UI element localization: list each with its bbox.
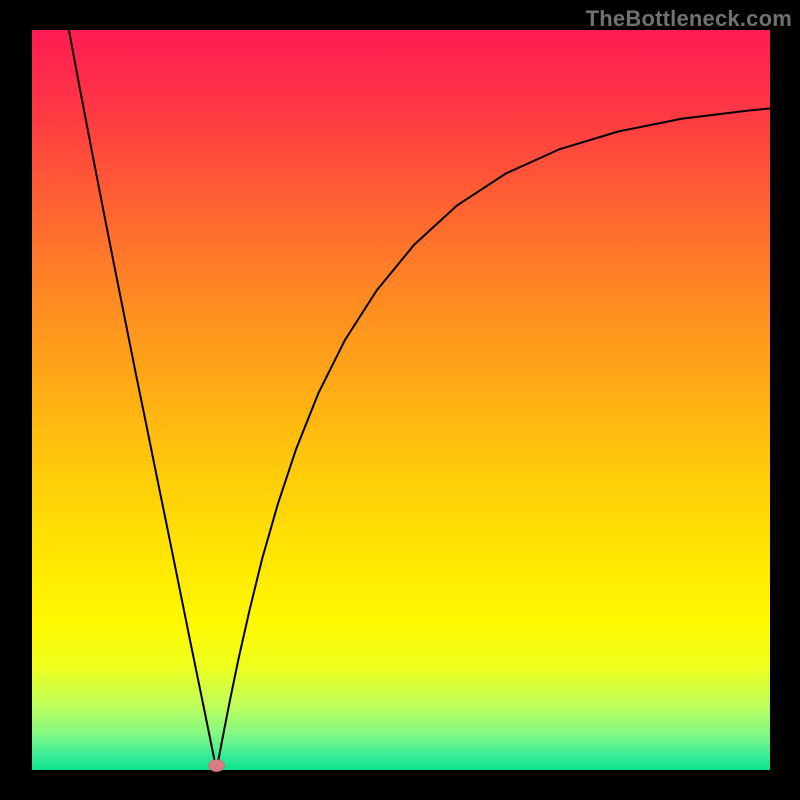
bottleneck-chart — [0, 0, 800, 800]
minimum-marker — [209, 760, 225, 772]
gradient-background — [32, 30, 770, 770]
figure-stage: TheBottleneck.com — [0, 0, 800, 800]
watermark-text: TheBottleneck.com — [586, 6, 792, 32]
